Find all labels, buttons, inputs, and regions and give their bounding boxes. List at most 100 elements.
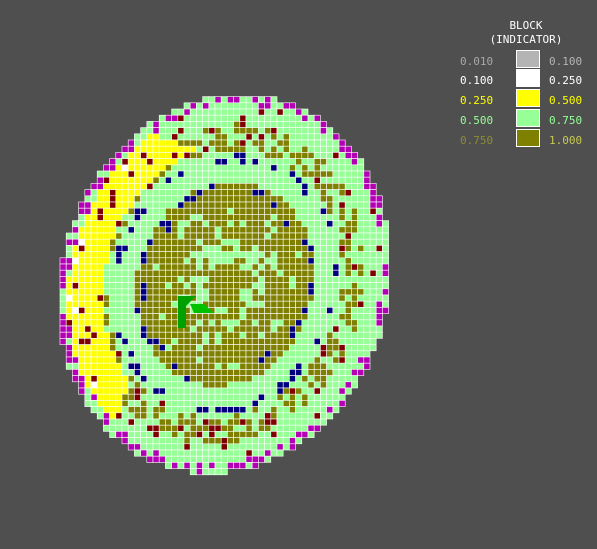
block-cell [103, 220, 110, 228]
block-cell [276, 207, 284, 215]
block-cell [127, 319, 135, 327]
block-cell [152, 164, 160, 172]
block-cell [301, 114, 309, 122]
block-cell [351, 294, 358, 302]
block-cell [96, 400, 104, 407]
block-cell [251, 257, 259, 265]
block-cell [326, 393, 334, 401]
block-cell [313, 369, 321, 376]
block-cell [171, 152, 179, 159]
block-cell [270, 300, 278, 308]
block-cell [134, 152, 141, 159]
block-cell [196, 201, 203, 209]
block-cell [127, 331, 135, 339]
block-cell [239, 139, 247, 147]
block-cell [270, 164, 278, 172]
block-cell [307, 139, 315, 147]
block-cell [338, 257, 346, 265]
block-cell [326, 276, 334, 283]
block-cell [121, 158, 129, 166]
block-cell [251, 437, 259, 445]
block-cell [103, 226, 110, 234]
block-cell [264, 152, 272, 159]
block-cell [103, 245, 110, 252]
block-cell [332, 406, 340, 414]
block-cell [196, 245, 203, 252]
block-cell [84, 319, 92, 327]
block-cell [251, 226, 259, 234]
block-cell [270, 96, 278, 104]
block-cell [220, 406, 228, 414]
block-cell [171, 263, 179, 271]
block-cell [158, 455, 166, 463]
block-cell [245, 455, 253, 463]
block-cell [282, 170, 290, 178]
block-cell [171, 214, 179, 221]
block-cell [233, 418, 241, 426]
block-cell [320, 251, 327, 259]
block-cell [289, 133, 296, 141]
block-cell [171, 232, 179, 240]
block-cell [165, 127, 172, 135]
block-cell [84, 350, 92, 358]
block-cell [214, 307, 222, 314]
block-cell [239, 152, 247, 159]
block-cell [165, 269, 172, 277]
block-cell [196, 238, 203, 246]
block-cell [270, 319, 278, 327]
block-cell [103, 170, 110, 178]
block-cell [382, 300, 389, 308]
block-cell [357, 176, 365, 184]
block-cell [90, 307, 98, 314]
block-cell [189, 276, 197, 283]
block-cell [90, 251, 98, 259]
block-cell [152, 226, 160, 234]
block-cell [369, 319, 377, 327]
block-cell [202, 424, 210, 432]
block-cell [134, 183, 141, 190]
block-cell [196, 431, 203, 438]
block-cell [115, 288, 123, 296]
block-cell [196, 276, 203, 283]
block-cell [307, 251, 315, 259]
block-cell [146, 133, 154, 141]
block-cell [140, 338, 148, 345]
block-cell [338, 381, 346, 389]
block-cell [189, 455, 197, 463]
block-cell [332, 288, 340, 296]
block-cell [214, 108, 222, 116]
block-cell [196, 263, 203, 271]
block-cell [183, 375, 191, 383]
block-cell [313, 319, 321, 327]
block-cell [264, 313, 272, 321]
block-cell [158, 133, 166, 141]
block-cell [96, 369, 104, 376]
block-cell [258, 121, 265, 128]
block-cell [227, 412, 234, 420]
block-cell [109, 431, 117, 438]
block-cell [171, 127, 179, 135]
block-cell [59, 319, 67, 327]
block-cell [103, 424, 110, 432]
block-cell [282, 145, 290, 153]
block-cell [251, 362, 259, 370]
block-cell [171, 375, 179, 383]
block-cell [363, 313, 371, 321]
block-cell [301, 387, 309, 395]
block-cell [220, 189, 228, 197]
block-cell [282, 257, 290, 265]
block-cell [196, 449, 203, 457]
block-cell [289, 189, 296, 197]
block-cell [357, 350, 365, 358]
block-cell [134, 325, 141, 333]
block-cell [245, 263, 253, 271]
block-cell [146, 170, 154, 178]
block-cell [239, 319, 247, 327]
block-cell [121, 313, 129, 321]
block-cell [227, 96, 234, 104]
block-cell [121, 251, 129, 259]
block-cell [103, 288, 110, 296]
block-cell [276, 393, 284, 401]
block-cell [301, 133, 309, 141]
block-cell [84, 238, 92, 246]
